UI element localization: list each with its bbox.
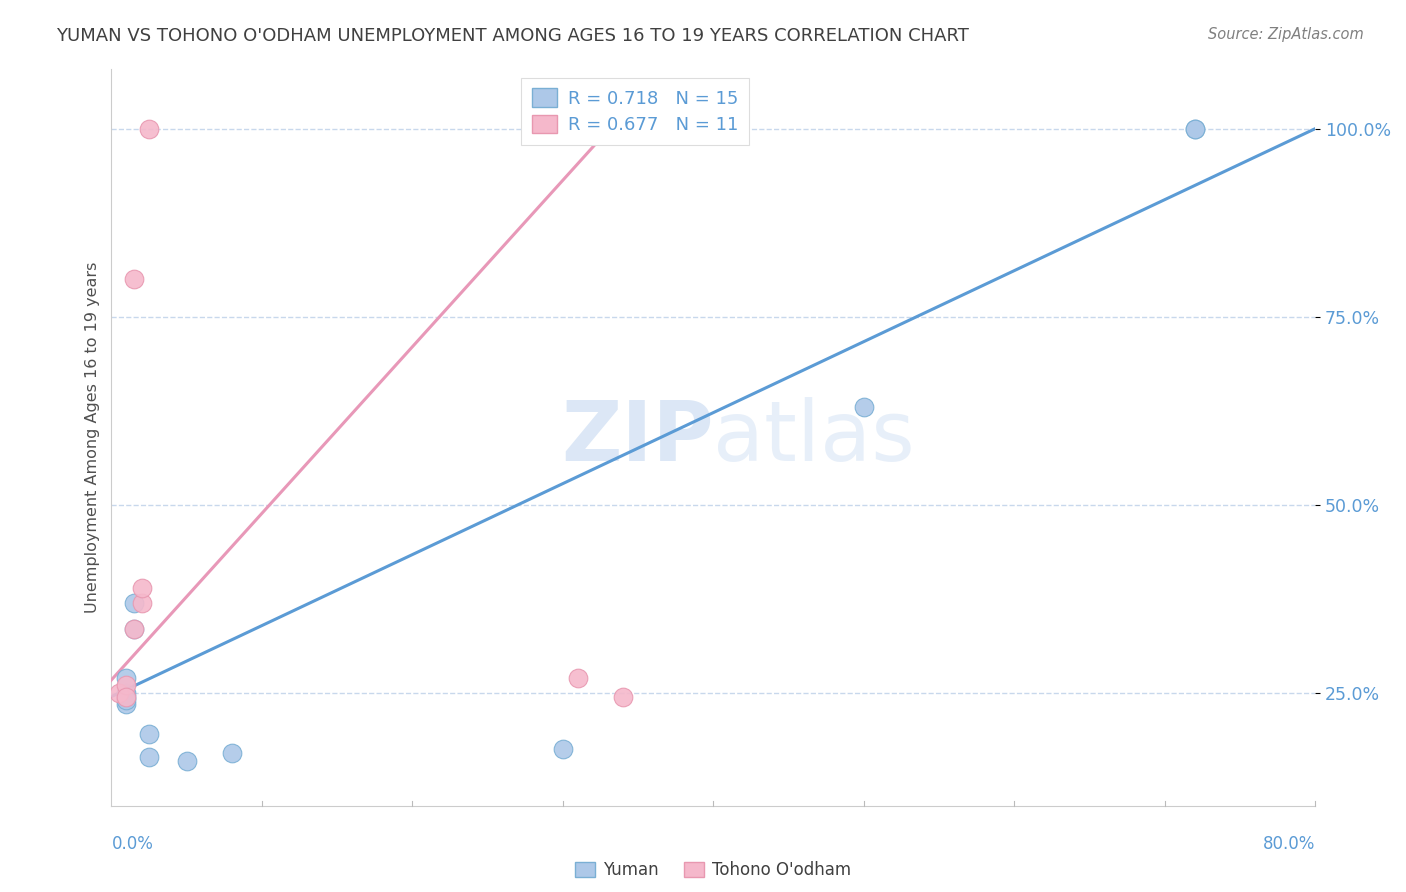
Point: [115, 686, 138, 700]
Point: [1184, 121, 1206, 136]
Text: 80.0%: 80.0%: [1263, 835, 1315, 853]
Point: [131, 596, 153, 610]
Text: ZIP: ZIP: [561, 397, 713, 477]
Point: [221, 746, 243, 760]
Point: [122, 596, 145, 610]
Point: [131, 581, 153, 595]
Point: [122, 272, 145, 286]
Point: [115, 690, 138, 704]
Point: [115, 671, 138, 685]
Point: [122, 622, 145, 636]
Point: [567, 671, 589, 685]
Text: 0.0%: 0.0%: [111, 835, 153, 853]
Point: [852, 400, 875, 414]
Point: [108, 686, 131, 700]
Point: [582, 121, 605, 136]
Legend: Yuman, Tohono O'odham: Yuman, Tohono O'odham: [568, 855, 858, 886]
Point: [122, 622, 145, 636]
Point: [115, 678, 138, 692]
Text: atlas: atlas: [713, 397, 915, 477]
Text: Source: ZipAtlas.com: Source: ZipAtlas.com: [1208, 27, 1364, 42]
Text: YUMAN VS TOHONO O'ODHAM UNEMPLOYMENT AMONG AGES 16 TO 19 YEARS CORRELATION CHART: YUMAN VS TOHONO O'ODHAM UNEMPLOYMENT AMO…: [56, 27, 969, 45]
Point: [115, 697, 138, 711]
Y-axis label: Unemployment Among Ages 16 to 19 years: Unemployment Among Ages 16 to 19 years: [86, 261, 100, 613]
Point: [138, 749, 160, 764]
Point: [115, 690, 138, 704]
Point: [612, 690, 634, 704]
Point: [138, 727, 160, 741]
Point: [115, 693, 138, 707]
Point: [138, 121, 160, 136]
Point: [176, 754, 198, 768]
Point: [551, 742, 574, 756]
Point: [1184, 121, 1206, 136]
